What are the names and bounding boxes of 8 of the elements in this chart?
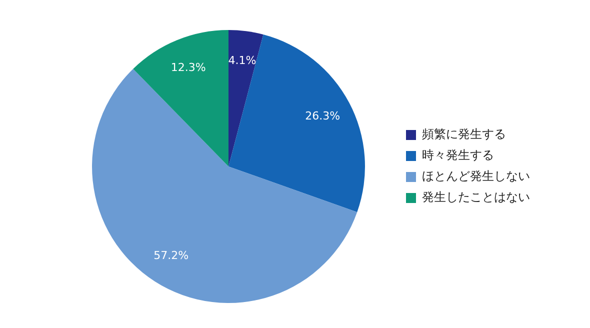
data-label: 4.1% (228, 54, 256, 67)
data-label: 26.3% (305, 110, 340, 123)
legend-label: 時々発生する (422, 148, 494, 162)
data-label: 12.3% (170, 60, 206, 74)
legend-label: 発生したことはない (422, 190, 530, 204)
legend-label: ほとんど発生しない (422, 169, 530, 184)
data-label: 57.2% (154, 249, 189, 262)
legend-label: 頻繁に発生する (422, 127, 506, 142)
